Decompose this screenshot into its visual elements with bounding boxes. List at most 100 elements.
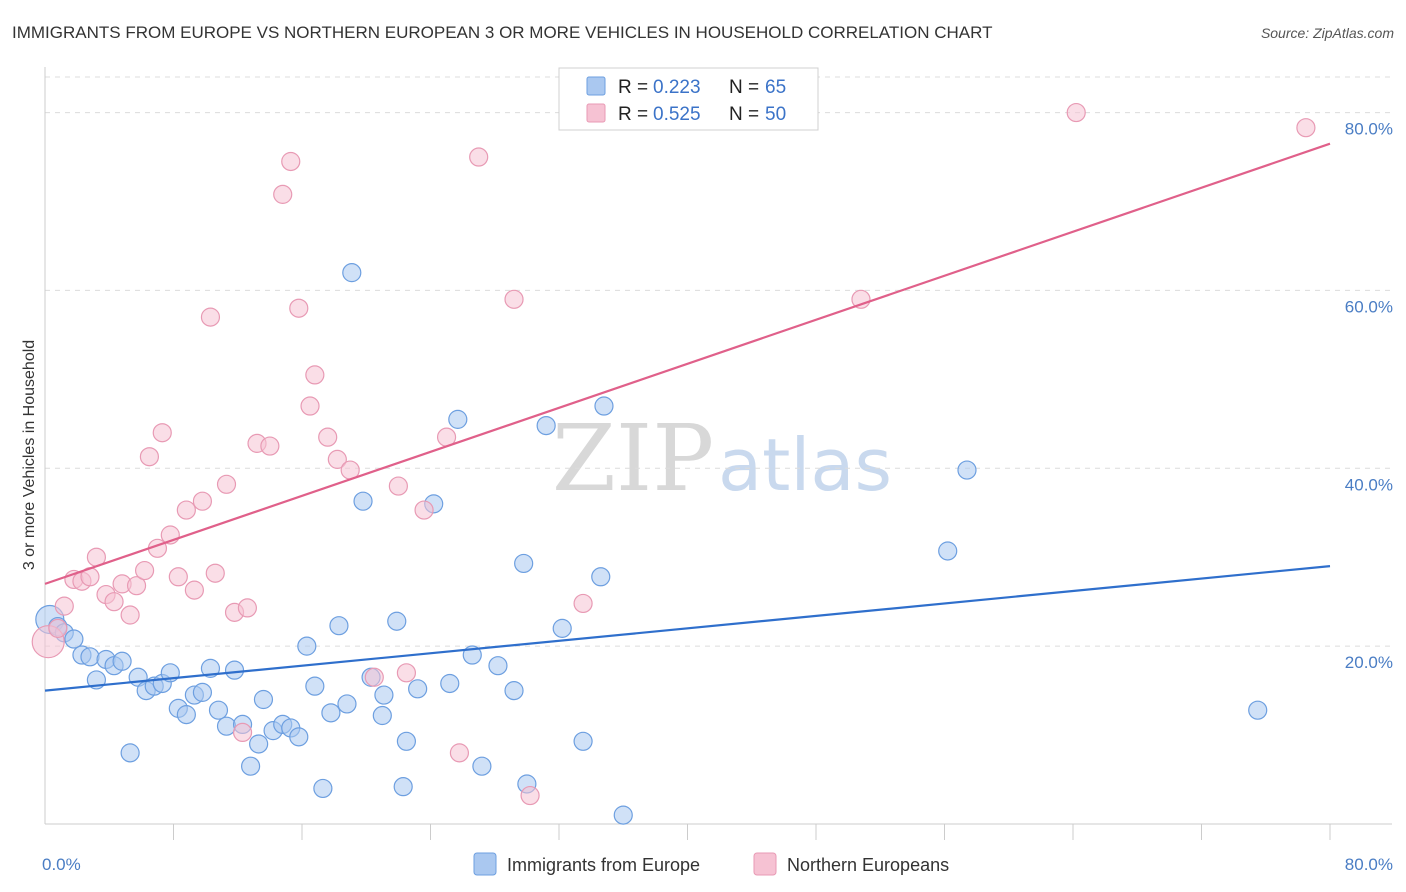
series-2-point-40 [396, 663, 417, 683]
stats-legend-n-value-2: 50 [765, 104, 786, 125]
watermark: ZIP atlas [552, 405, 892, 512]
series-2-point-29 [260, 436, 280, 456]
series-1-trend-line [44, 565, 1331, 692]
series-1-point-46 [396, 731, 417, 751]
series-2-point-39 [388, 476, 408, 496]
series-1-point-24 [224, 660, 245, 680]
series-legend: Immigrants from Europe Northern European… [473, 852, 949, 876]
series-1-point-52 [472, 756, 492, 776]
series-2-point-47 [573, 593, 593, 614]
series-2-point-14 [139, 447, 160, 467]
series-2-points [31, 102, 1316, 806]
series-2-point-18 [168, 567, 188, 587]
series-legend-swatch-northern [753, 852, 777, 876]
series-2-point-16 [152, 423, 172, 443]
series-1-point-54 [504, 681, 524, 701]
series-1-point-62 [613, 805, 633, 825]
series-1-point-40 [353, 491, 373, 511]
series-2-point-12 [126, 576, 147, 596]
x-tick-label-start: 0.0% [42, 855, 81, 874]
series-2-point-43 [449, 743, 470, 763]
series-legend-label-northern: Northern Europeans [787, 855, 949, 875]
series-2-point-33 [300, 396, 320, 416]
series-1-point-58 [552, 618, 572, 638]
y-tick-label-4: 80.0% [1345, 120, 1393, 139]
series-1-point-38 [337, 694, 357, 714]
series-2-point-23 [205, 563, 225, 583]
series-2-point-38 [364, 667, 384, 687]
series-1-point-45 [393, 777, 413, 797]
series-2-point-49 [1066, 102, 1086, 123]
series-1-point-37 [329, 616, 349, 636]
series-legend-label-europe: Immigrants from Europe [507, 855, 700, 875]
stats-legend: R = 0.223 N = 65 R = 0.525 N = 50 [558, 67, 819, 131]
series-2-point-19 [176, 500, 196, 520]
series-1-point-21 [200, 658, 221, 678]
stats-legend-n-value-1: 65 [765, 77, 786, 98]
series-2-point-36 [327, 449, 347, 469]
series-2-point-50 [1296, 118, 1316, 138]
series-2-point-3 [54, 596, 74, 616]
series-1-point-27 [249, 734, 269, 754]
series-2-point-31 [281, 151, 301, 172]
series-1-point-60 [591, 567, 611, 587]
series-2-trend-line [44, 142, 1331, 585]
series-1-point-36 [321, 703, 341, 723]
stats-legend-swatch-blue [586, 76, 606, 96]
series-2-point-2 [48, 618, 68, 638]
stats-legend-r-label-1: R = [618, 77, 648, 98]
series-2-point-11 [120, 605, 140, 625]
series-2-point-45 [504, 289, 524, 309]
series-1-point-57 [536, 416, 556, 436]
series-1-point-23 [216, 716, 237, 736]
series-1-point-39 [342, 263, 362, 283]
stats-legend-swatch-pink [586, 103, 606, 123]
series-1-point-6 [80, 647, 100, 667]
y-tick-label-2: 40.0% [1345, 475, 1393, 494]
series-1-point-59 [573, 731, 593, 751]
series-2-point-44 [469, 147, 489, 167]
series-2-point-41 [414, 500, 434, 520]
series-1-point-65 [1248, 700, 1268, 720]
series-legend-swatch-europe [473, 852, 497, 876]
y-axis-label: 3 or more Vehicles in Household [21, 340, 38, 570]
series-2-point-22 [200, 307, 221, 327]
series-1-point-35 [313, 778, 333, 799]
series-1-point-53 [488, 656, 508, 676]
y-tick-label-1: 20.0% [1345, 653, 1393, 672]
series-1-point-64 [957, 460, 977, 480]
series-1-point-42 [372, 705, 392, 726]
series-2-point-30 [273, 184, 293, 204]
series-2-point-35 [318, 427, 338, 447]
series-1-point-47 [408, 679, 428, 699]
series-1-point-18 [176, 705, 196, 725]
series-2-point-27 [237, 598, 257, 618]
chart-source: Source: ZipAtlas.com [1261, 25, 1394, 41]
stats-legend-r-label-2: R = [618, 104, 648, 125]
y-tick-label-3: 60.0% [1345, 297, 1393, 316]
tick-labels: 20.0% 40.0% 60.0% 80.0% 0.0% 80.0% [42, 120, 1393, 874]
series-1-point-10 [112, 651, 132, 671]
watermark-atlas: atlas [718, 423, 892, 507]
series-1-point-20 [192, 682, 213, 702]
series-1-point-33 [297, 636, 317, 656]
series-1-point-49 [440, 673, 460, 694]
stats-legend-r-value-1: 0.223 [653, 77, 701, 98]
axes [44, 67, 1392, 840]
series-2-point-26 [232, 722, 253, 743]
series-1-point-4 [64, 629, 84, 649]
series-1-point-26 [241, 756, 261, 776]
series-1-point-61 [594, 396, 614, 416]
data-points [31, 102, 1316, 825]
series-1-point-32 [289, 727, 309, 747]
series-1-point-28 [253, 689, 274, 710]
stats-legend-n-label-1: N = [729, 77, 759, 98]
series-2-point-9 [104, 592, 124, 612]
series-2-point-34 [305, 365, 325, 385]
series-2-point-20 [184, 580, 204, 600]
series-2-point-21 [192, 491, 213, 511]
watermark-zip: ZIP [552, 405, 714, 512]
series-1-point-11 [120, 743, 140, 763]
series-1-point-55 [514, 553, 534, 574]
